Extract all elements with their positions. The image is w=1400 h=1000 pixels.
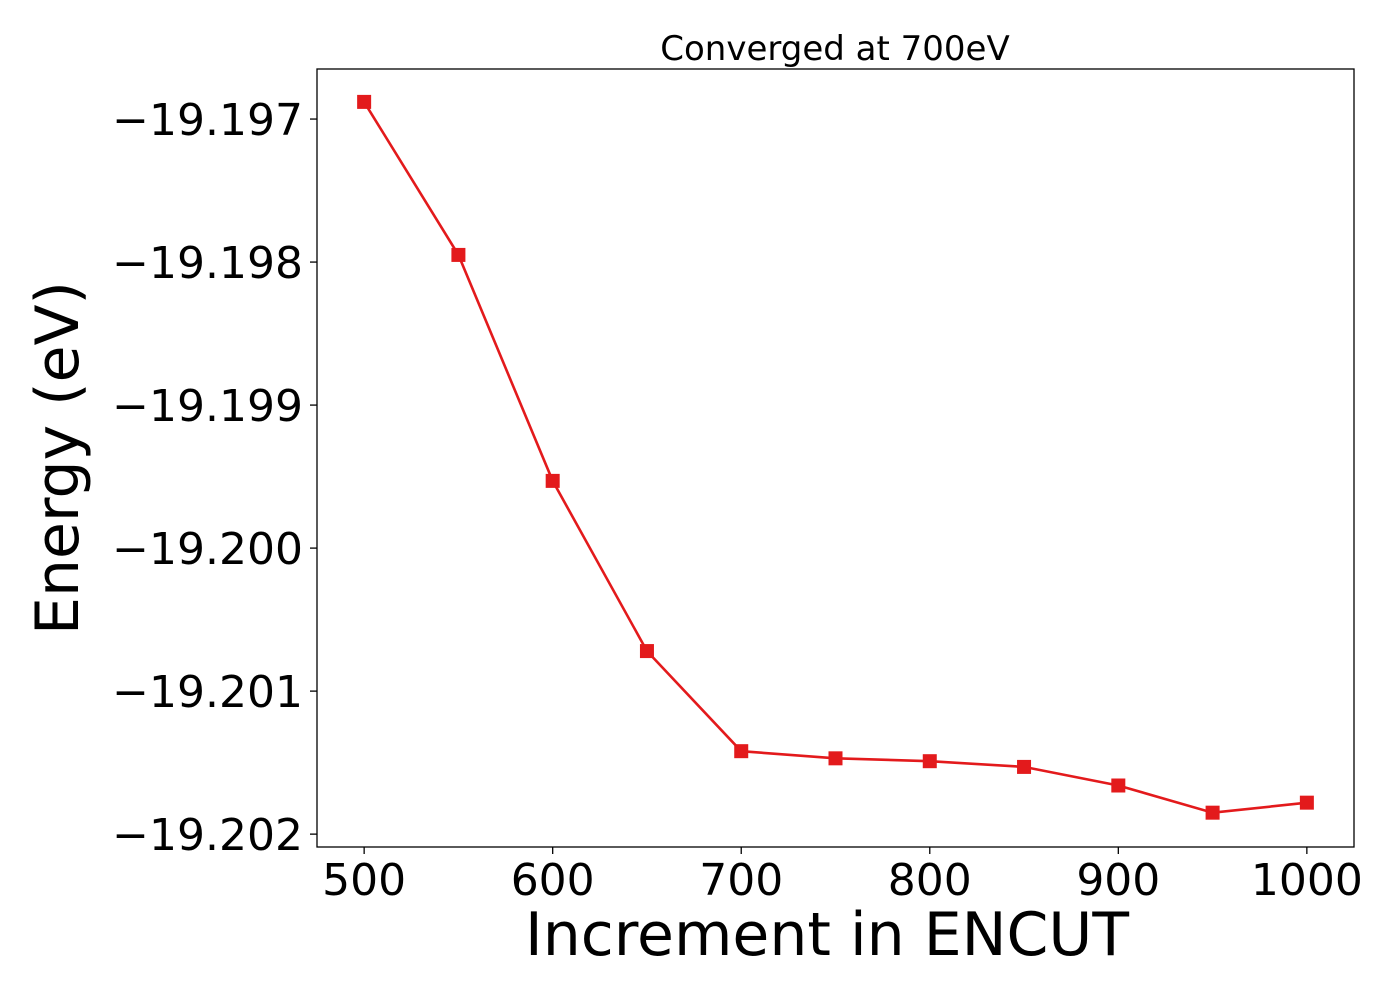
x-tick-label: 900 — [1076, 855, 1160, 906]
x-tick-label: 500 — [322, 855, 406, 906]
plot-frame — [316, 68, 1355, 848]
y-tick-label: −19.201 — [112, 667, 303, 718]
y-tick-label: −19.199 — [112, 381, 303, 432]
y-tick-label: −19.198 — [112, 238, 303, 289]
x-axis-label: Increment in ENCUT — [525, 900, 1129, 970]
x-tick-label: 700 — [699, 855, 783, 906]
data-point — [734, 744, 749, 759]
data-point — [639, 644, 654, 659]
data-point — [357, 94, 372, 109]
data-point — [451, 247, 466, 262]
y-tick-label: −19.202 — [112, 810, 303, 861]
series-layer — [357, 94, 1314, 820]
y-axis-label: Energy (eV) — [23, 281, 93, 635]
data-point — [545, 473, 560, 488]
data-point — [922, 754, 937, 769]
series-line — [362, 101, 1308, 815]
data-point — [828, 751, 843, 766]
x-tick-label: 1000 — [1251, 855, 1363, 906]
chart-title: Converged at 700eV — [660, 29, 1009, 69]
data-point — [1299, 795, 1314, 810]
data-point — [1205, 805, 1220, 820]
data-point — [1017, 759, 1032, 774]
x-tick-label: 600 — [511, 855, 595, 906]
x-tick-label: 800 — [888, 855, 972, 906]
x-axis: 500 600 700 800 900 1000 — [322, 847, 1363, 906]
y-axis: −19.197 −19.198 −19.199 −19.200 −19.201 −19.2… — [112, 95, 317, 861]
y-tick-label: −19.200 — [112, 524, 303, 575]
data-point — [1111, 778, 1126, 793]
y-tick-label: −19.197 — [112, 95, 303, 146]
